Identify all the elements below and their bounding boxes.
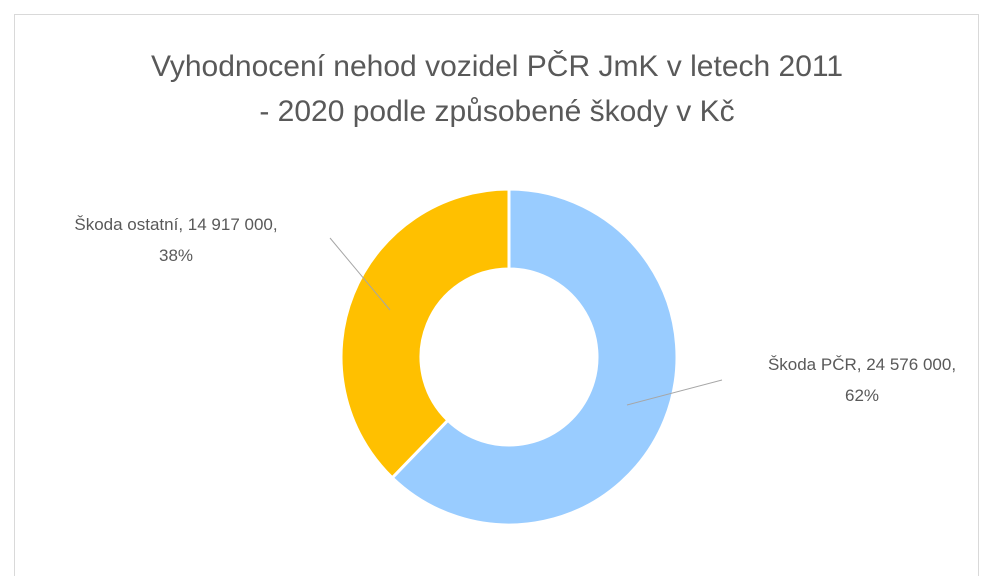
category-label: Škoda ostatní xyxy=(74,215,178,234)
leader-line xyxy=(626,379,723,406)
leader-line xyxy=(329,237,391,311)
percent-label: 62% xyxy=(845,386,879,405)
value-label: 14 917 000 xyxy=(188,215,273,234)
category-label: Škoda PČR xyxy=(768,355,857,374)
donut-slice xyxy=(339,187,511,480)
percent-label: 38% xyxy=(159,246,193,265)
data-label: Škoda ostatní, 14 917 000, xyxy=(74,215,277,234)
chart-title: Vyhodnocení nehod vozidel PČR JmK v lete… xyxy=(151,49,843,83)
data-label: Škoda PČR, 24 576 000, xyxy=(768,355,956,374)
chart-title: - 2020 podle způsobené škody v Kč xyxy=(259,95,734,128)
donut-slice xyxy=(390,187,679,527)
value-label: 24 576 000 xyxy=(866,355,951,374)
